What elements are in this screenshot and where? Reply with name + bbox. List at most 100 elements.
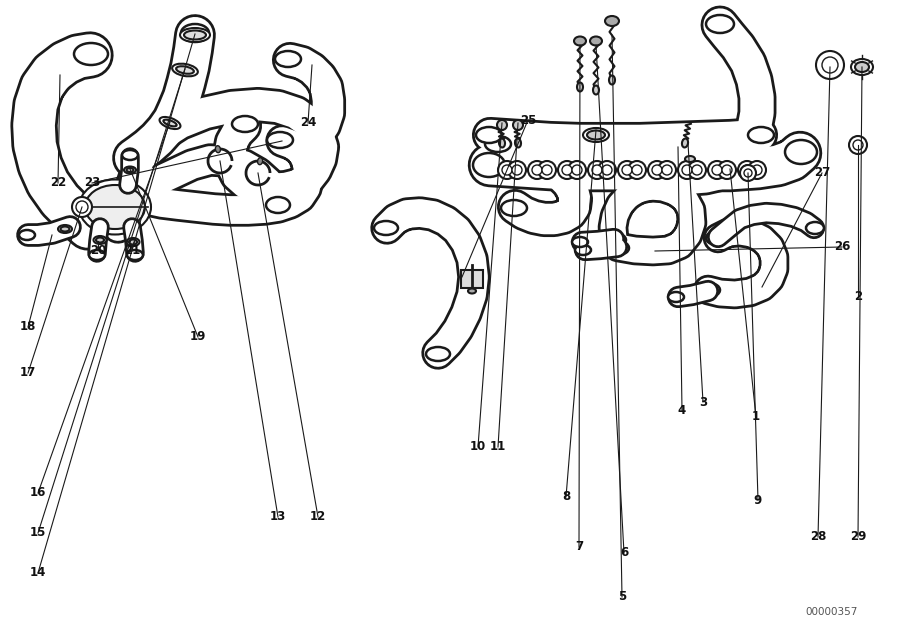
Text: 24: 24 — [300, 116, 316, 130]
Circle shape — [532, 165, 542, 175]
Text: 1: 1 — [752, 410, 760, 424]
Ellipse shape — [60, 227, 69, 232]
Ellipse shape — [127, 238, 140, 246]
Circle shape — [558, 161, 576, 179]
Ellipse shape — [129, 239, 137, 244]
Ellipse shape — [85, 185, 145, 229]
Ellipse shape — [426, 347, 450, 361]
Ellipse shape — [164, 119, 176, 126]
Ellipse shape — [159, 117, 181, 129]
Ellipse shape — [275, 51, 301, 67]
Circle shape — [688, 161, 706, 179]
Text: 17: 17 — [20, 366, 36, 380]
Circle shape — [740, 165, 756, 181]
Circle shape — [662, 165, 672, 175]
Ellipse shape — [473, 153, 505, 177]
Ellipse shape — [476, 127, 502, 143]
Ellipse shape — [181, 24, 209, 42]
Ellipse shape — [806, 222, 824, 234]
Text: 6: 6 — [620, 547, 628, 559]
Ellipse shape — [682, 138, 688, 147]
Ellipse shape — [577, 83, 583, 91]
Circle shape — [562, 165, 572, 175]
Ellipse shape — [374, 221, 398, 235]
Text: 5: 5 — [618, 591, 626, 603]
Ellipse shape — [127, 250, 143, 260]
Ellipse shape — [96, 237, 104, 243]
Ellipse shape — [609, 76, 615, 84]
Text: 3: 3 — [699, 396, 707, 408]
Circle shape — [542, 165, 552, 175]
Circle shape — [498, 161, 516, 179]
Text: 22: 22 — [50, 177, 66, 189]
Circle shape — [588, 161, 606, 179]
Text: 29: 29 — [850, 530, 866, 544]
Ellipse shape — [267, 132, 293, 148]
Text: 20: 20 — [90, 243, 106, 257]
Circle shape — [632, 165, 642, 175]
Circle shape — [602, 165, 612, 175]
Circle shape — [748, 161, 766, 179]
Circle shape — [592, 165, 602, 175]
Ellipse shape — [172, 64, 198, 76]
Ellipse shape — [122, 150, 138, 160]
Ellipse shape — [89, 250, 105, 260]
Ellipse shape — [468, 288, 476, 293]
Text: 15: 15 — [30, 526, 46, 540]
Circle shape — [622, 165, 632, 175]
Text: 9: 9 — [754, 493, 762, 507]
Ellipse shape — [572, 237, 588, 247]
Ellipse shape — [257, 157, 263, 164]
Ellipse shape — [180, 28, 210, 42]
Ellipse shape — [266, 197, 290, 213]
Ellipse shape — [499, 138, 505, 147]
Ellipse shape — [604, 233, 626, 247]
Text: 00000357: 00000357 — [806, 607, 858, 617]
Ellipse shape — [698, 283, 720, 297]
Ellipse shape — [501, 200, 527, 216]
Circle shape — [722, 165, 732, 175]
Ellipse shape — [605, 16, 619, 26]
Text: 27: 27 — [814, 166, 830, 180]
Ellipse shape — [79, 180, 151, 234]
Text: 19: 19 — [190, 330, 206, 344]
Text: 2: 2 — [854, 290, 862, 304]
Circle shape — [682, 165, 692, 175]
Ellipse shape — [127, 168, 133, 172]
Circle shape — [652, 165, 662, 175]
Ellipse shape — [820, 58, 840, 72]
Circle shape — [853, 140, 863, 150]
Circle shape — [512, 165, 522, 175]
Text: 11: 11 — [490, 441, 506, 453]
Ellipse shape — [590, 36, 602, 46]
Circle shape — [708, 161, 726, 179]
Text: 4: 4 — [678, 403, 686, 417]
Text: 7: 7 — [575, 540, 583, 554]
Circle shape — [618, 161, 636, 179]
Ellipse shape — [668, 292, 684, 302]
Ellipse shape — [593, 86, 599, 95]
Ellipse shape — [685, 156, 695, 162]
Ellipse shape — [575, 245, 591, 255]
Ellipse shape — [74, 43, 108, 65]
Circle shape — [76, 201, 88, 213]
Text: 18: 18 — [20, 321, 36, 333]
Text: 13: 13 — [270, 511, 286, 523]
Circle shape — [497, 120, 507, 130]
Circle shape — [822, 57, 838, 73]
Text: 8: 8 — [562, 490, 570, 504]
Circle shape — [678, 161, 696, 179]
Circle shape — [692, 165, 702, 175]
Circle shape — [658, 161, 676, 179]
Ellipse shape — [607, 241, 629, 255]
Circle shape — [572, 165, 582, 175]
Ellipse shape — [574, 36, 586, 46]
Circle shape — [742, 165, 752, 175]
Text: 28: 28 — [810, 530, 826, 544]
Ellipse shape — [706, 231, 728, 245]
Circle shape — [849, 136, 867, 154]
Ellipse shape — [583, 128, 609, 142]
Ellipse shape — [855, 62, 869, 72]
Circle shape — [513, 120, 523, 130]
Ellipse shape — [215, 145, 220, 152]
